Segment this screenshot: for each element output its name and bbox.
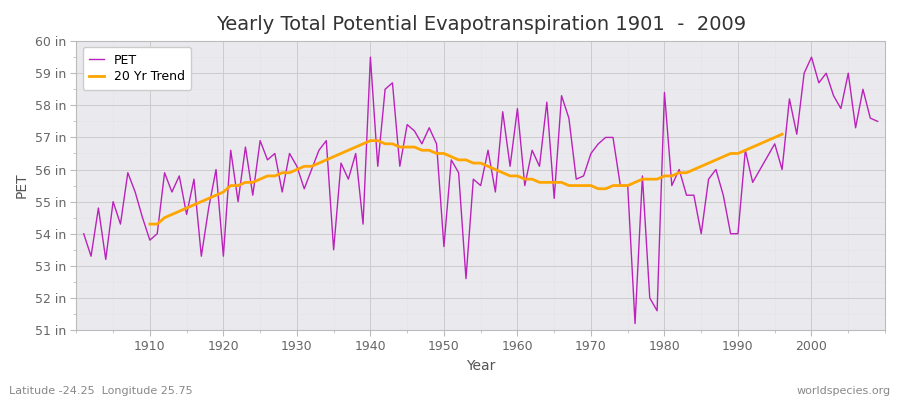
Text: worldspecies.org: worldspecies.org xyxy=(796,386,891,396)
20 Yr Trend xyxy=(284,170,295,175)
20 Yr Trend xyxy=(328,154,339,159)
Title: Yearly Total Potential Evapotranspiration 1901  -  2009: Yearly Total Potential Evapotranspiratio… xyxy=(216,15,746,34)
PET xyxy=(608,135,618,140)
PET xyxy=(78,231,89,236)
Legend: PET, 20 Yr Trend: PET, 20 Yr Trend xyxy=(83,47,191,90)
20 Yr Trend xyxy=(659,174,670,178)
PET xyxy=(365,55,376,60)
Y-axis label: PET: PET xyxy=(15,173,29,198)
20 Yr Trend xyxy=(777,132,788,137)
PET xyxy=(512,106,523,111)
20 Yr Trend xyxy=(410,145,420,150)
PET xyxy=(299,186,310,191)
PET xyxy=(519,183,530,188)
20 Yr Trend xyxy=(461,158,472,162)
PET xyxy=(343,177,354,182)
Line: PET: PET xyxy=(84,57,878,324)
PET xyxy=(872,119,883,124)
Text: Latitude -24.25  Longitude 25.75: Latitude -24.25 Longitude 25.75 xyxy=(9,386,193,396)
PET xyxy=(137,215,148,220)
20 Yr Trend xyxy=(248,180,258,185)
PET xyxy=(630,321,641,326)
20 Yr Trend xyxy=(145,222,156,226)
X-axis label: Year: Year xyxy=(466,359,495,373)
Line: 20 Yr Trend: 20 Yr Trend xyxy=(150,134,782,224)
